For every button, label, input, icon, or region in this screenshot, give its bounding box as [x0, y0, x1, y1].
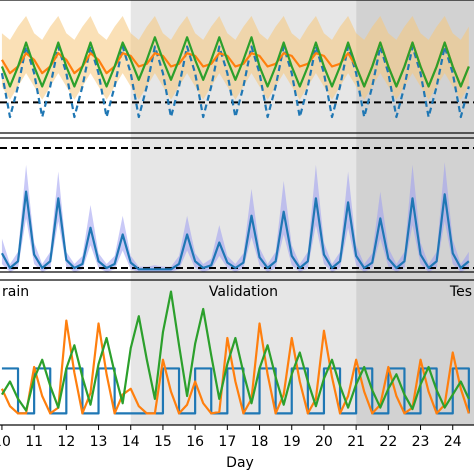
x-tick-label: 11 [25, 434, 43, 450]
x-tick-label: 24 [444, 434, 462, 450]
x-tick-label: 10 [0, 434, 11, 450]
x-tick-label: 22 [379, 434, 397, 450]
series-line [0, 45, 470, 119]
x-tick-label: 21 [347, 434, 365, 450]
region-label: Tes [449, 284, 472, 300]
x-tick-label: 14 [122, 434, 140, 450]
x-tick-label: 15 [154, 434, 172, 450]
series-line [0, 319, 470, 415]
region-label: Validation [209, 284, 278, 300]
x-tick-label: 16 [186, 434, 204, 450]
region-label: rain [2, 284, 29, 300]
series-line [0, 290, 470, 412]
x-tick-label: 18 [251, 434, 269, 450]
x-tick-label: 17 [218, 434, 236, 450]
series-line [0, 190, 470, 271]
confidence-band [1, 15, 469, 100]
panel-frame [0, 137, 474, 273]
x-tick-label: 20 [315, 434, 333, 450]
plots [0, 0, 474, 426]
x-tick-label: 23 [412, 434, 430, 450]
x-axis-label: Day [226, 455, 254, 471]
panel-frame [0, 279, 474, 426]
x-tick-label: 13 [90, 434, 108, 450]
panel-frame [0, 0, 474, 134]
x-tick-label: 19 [283, 434, 301, 450]
x-tick-label: 12 [57, 434, 75, 450]
series-line [0, 36, 470, 88]
confidence-band [1, 162, 469, 272]
